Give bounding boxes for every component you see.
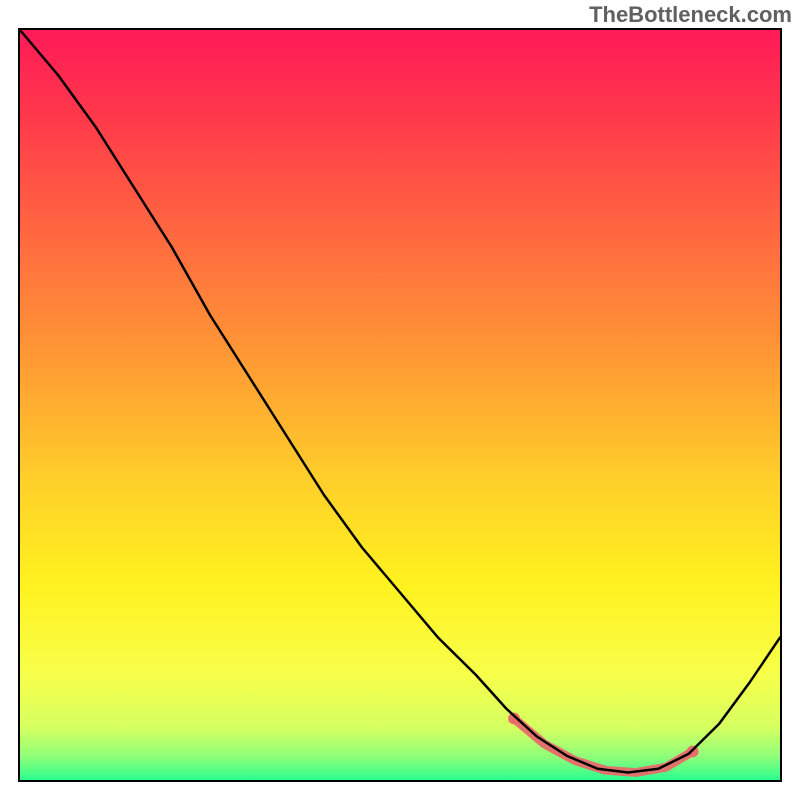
bottleneck-curve [20, 30, 780, 773]
chart-frame [18, 28, 782, 782]
chart-container: TheBottleneck.com [0, 0, 800, 800]
curve-layer [20, 30, 780, 780]
attribution-text: TheBottleneck.com [589, 2, 792, 28]
